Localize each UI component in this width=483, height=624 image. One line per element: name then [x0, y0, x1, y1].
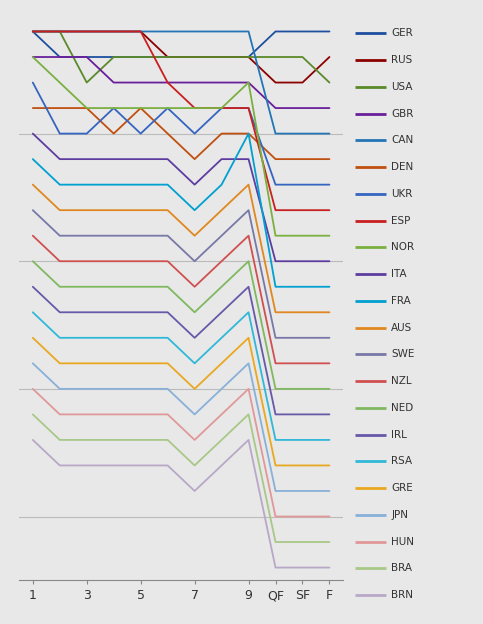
Text: FRA: FRA: [391, 296, 411, 306]
Text: HUN: HUN: [391, 537, 414, 547]
Text: ESP: ESP: [391, 215, 411, 225]
Text: USA: USA: [391, 82, 413, 92]
Text: BRN: BRN: [391, 590, 413, 600]
Text: NZL: NZL: [391, 376, 412, 386]
Text: GBR: GBR: [391, 109, 413, 119]
Text: CAN: CAN: [391, 135, 413, 145]
Text: DEN: DEN: [391, 162, 413, 172]
Text: RUS: RUS: [391, 55, 412, 65]
Text: GER: GER: [391, 28, 413, 38]
Text: SWE: SWE: [391, 349, 414, 359]
Text: GRE: GRE: [391, 483, 413, 493]
Text: JPN: JPN: [391, 510, 408, 520]
Text: UKR: UKR: [391, 189, 412, 199]
Text: NOR: NOR: [391, 242, 414, 252]
Text: RSA: RSA: [391, 456, 412, 466]
Text: IRL: IRL: [391, 429, 407, 439]
Text: BRA: BRA: [391, 563, 412, 573]
Text: NED: NED: [391, 403, 413, 413]
Text: ITA: ITA: [391, 269, 407, 279]
Text: AUS: AUS: [391, 323, 412, 333]
